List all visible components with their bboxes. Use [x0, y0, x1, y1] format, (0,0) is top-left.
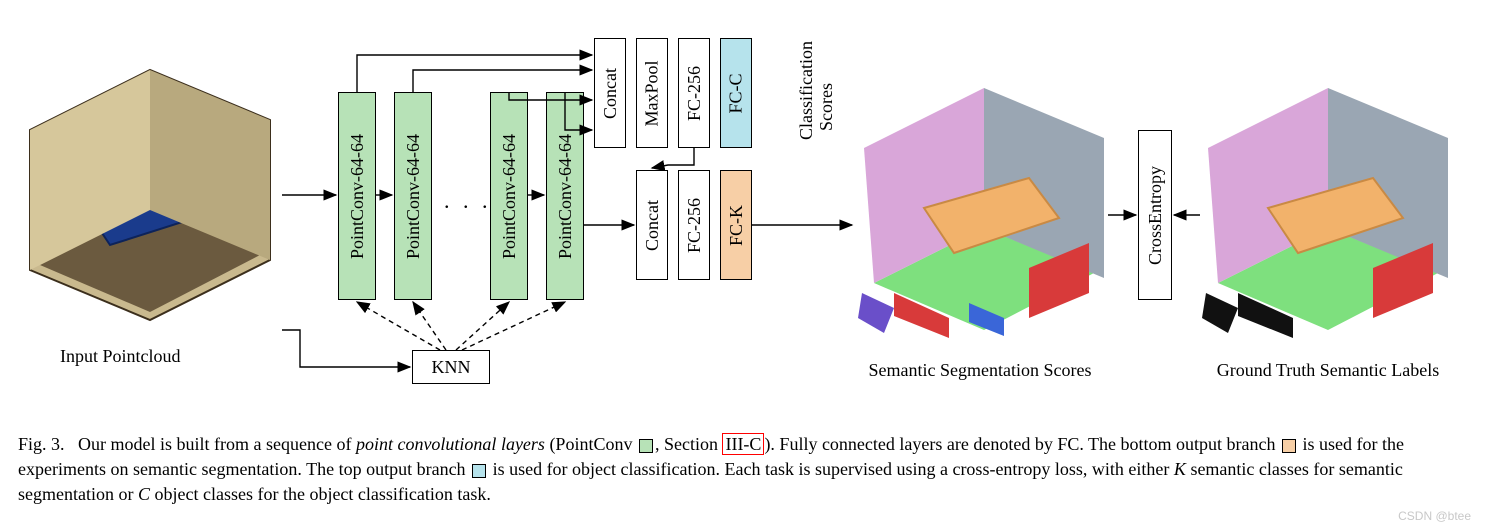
cap-K: K — [1174, 459, 1186, 479]
crossentropy-block: CrossEntropy — [1138, 130, 1172, 300]
pointconv-label: PointConv-64-64 — [499, 133, 520, 258]
figure-area: PointConv-64-64 PointConv-64-64 PointCon… — [0, 0, 1485, 420]
fc256-label: FC-256 — [684, 197, 705, 252]
classification-scores-label: Classification Scores — [762, 52, 872, 93]
input-pointcloud-label: Input Pointcloud — [60, 346, 181, 367]
pointconv-label: PointConv-64-64 — [403, 133, 424, 258]
pointconv-label: PointConv-64-64 — [347, 133, 368, 258]
cap-p4: ). Fully connected layers are denoted by… — [764, 434, 1280, 454]
seg-scores-label: Semantic Segmentation Scores — [850, 360, 1110, 381]
cap-p2: (PointConv — [545, 434, 637, 454]
cls-text-2: Scores — [816, 21, 837, 131]
watermark: CSDN @btee — [1398, 509, 1471, 523]
pointconv-label: PointConv-64-64 — [555, 133, 576, 258]
swatch-green-icon — [639, 439, 653, 453]
cls-text-1: Classification — [796, 30, 817, 140]
pointconv-block-1: PointConv-64-64 — [338, 92, 376, 300]
section-ref-link[interactable]: III-C — [722, 433, 764, 455]
fc256-top-block: FC-256 — [678, 38, 710, 148]
maxpool-label: MaxPool — [642, 60, 663, 126]
cap-p8: object classes for the object classifica… — [150, 484, 491, 504]
pointconv-block-4: PointConv-64-64 — [546, 92, 584, 300]
cap-p1: Our model is built from a sequence of — [78, 434, 356, 454]
concat-top-block: Concat — [594, 38, 626, 148]
pointconv-block-3: PointConv-64-64 — [490, 92, 528, 300]
figure-caption: Fig. 3. Our model is built from a sequen… — [18, 432, 1468, 508]
swatch-cyan-icon — [472, 464, 486, 478]
cap-pointconv: point convolutional layers — [356, 434, 545, 454]
cap-p3: , Section — [655, 434, 723, 454]
fc-k-block: FC-K — [720, 170, 752, 280]
fc256-bottom-block: FC-256 — [678, 170, 710, 280]
maxpool-block: MaxPool — [636, 38, 668, 148]
cap-C: C — [138, 484, 150, 504]
concat-label: Concat — [642, 200, 663, 251]
fig-number: Fig. 3. — [18, 434, 65, 454]
knn-label: KNN — [432, 357, 471, 378]
knn-block: KNN — [412, 350, 490, 384]
crossentropy-label: CrossEntropy — [1145, 166, 1166, 265]
input-pointcloud-thumb — [20, 60, 280, 330]
pointconv-block-2: PointConv-64-64 — [394, 92, 432, 300]
concat-bottom-block: Concat — [636, 170, 668, 280]
cap-p6: is used for object classification. Each … — [488, 459, 1174, 479]
ground-truth-thumb — [1198, 78, 1458, 348]
fc256-label: FC-256 — [684, 65, 705, 120]
fc-c-block: FC-C — [720, 38, 752, 148]
fcC-label: FC-C — [726, 73, 747, 113]
swatch-peach-icon — [1282, 439, 1296, 453]
semantic-seg-thumb — [854, 78, 1114, 348]
ellipsis: . . . — [444, 188, 492, 214]
ground-truth-label: Ground Truth Semantic Labels — [1198, 360, 1458, 381]
concat-label: Concat — [600, 68, 621, 119]
fcK-label: FC-K — [726, 204, 747, 245]
